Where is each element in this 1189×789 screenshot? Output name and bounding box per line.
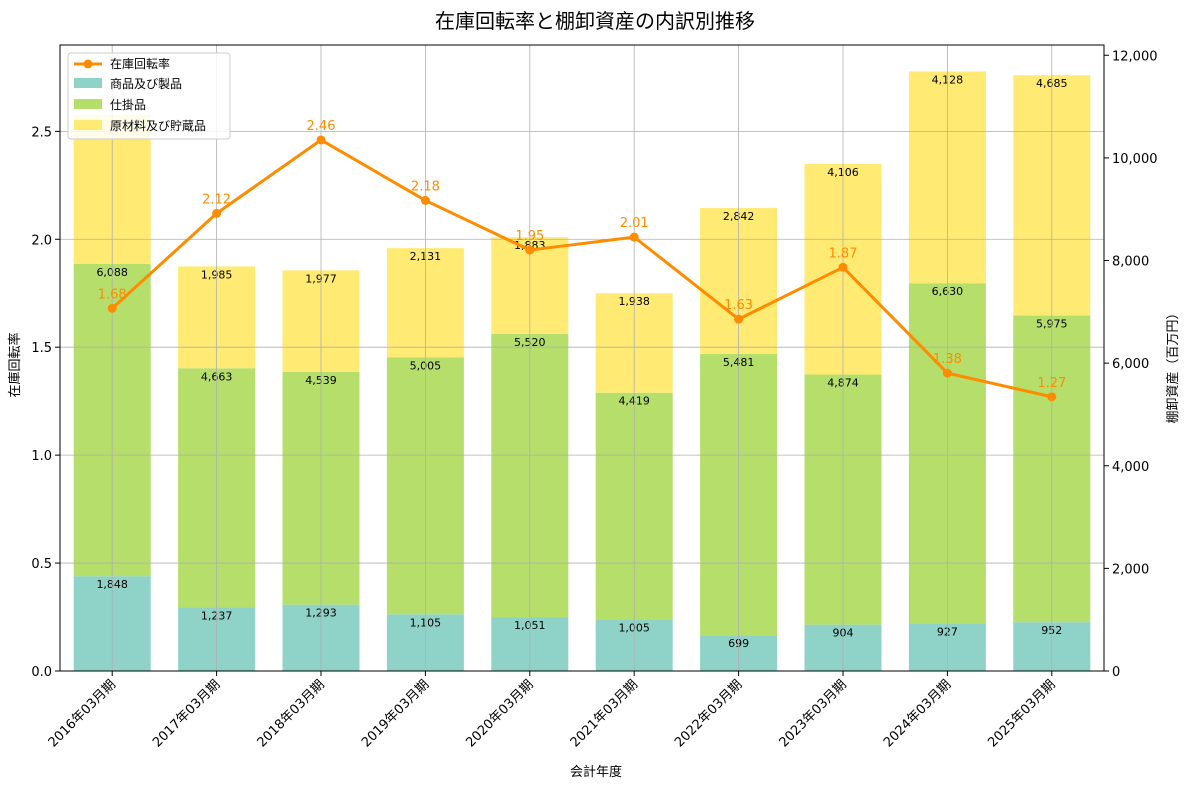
rate-point — [838, 262, 848, 272]
rate-value-label: 2.18 — [411, 179, 440, 194]
rate-value-label: 1.68 — [98, 287, 127, 302]
legend-swatch — [74, 78, 102, 88]
rate-value-label: 2.12 — [202, 192, 231, 207]
x-tick-label: 2024年03月期 — [881, 677, 954, 750]
y-right-tick-label: 2,000 — [1112, 562, 1149, 577]
x-tick-label: 2020年03月期 — [463, 677, 536, 750]
rate-value-label: 2.01 — [620, 216, 649, 231]
y-left-tick-label: 2.5 — [31, 125, 52, 140]
x-tick-label: 2019年03月期 — [359, 677, 432, 750]
chart-title: 在庫回転率と棚卸資産の内訳別推移 — [435, 9, 755, 33]
rate-point — [629, 232, 639, 242]
rate-point — [942, 368, 952, 378]
x-tick-label: 2023年03月期 — [777, 677, 850, 750]
y-left-tick-label: 1.0 — [31, 449, 52, 464]
y-axis-right-label: 棚卸資産（百万円） — [1165, 306, 1181, 423]
rate-point — [107, 303, 117, 313]
x-tick-label: 2017年03月期 — [150, 677, 223, 750]
y-right-tick-label: 12,000 — [1112, 49, 1158, 64]
x-tick-label: 2016年03月期 — [46, 677, 119, 750]
y-left-tick-label: 0.5 — [31, 557, 52, 572]
rate-value-label: 1.38 — [933, 352, 962, 367]
legend-line-marker — [83, 59, 93, 69]
rate-point — [212, 208, 222, 218]
legend-entry-label: 商品及び製品 — [110, 76, 182, 91]
legend-entry-label: 仕掛品 — [110, 97, 146, 112]
plot-area: 1,8486,0881,2374,6631,9851,2934,5391,977… — [31, 44, 1158, 751]
y-right-tick-label: 6,000 — [1112, 357, 1149, 372]
y-right-tick-label: 10,000 — [1112, 152, 1158, 167]
legend-swatch — [74, 120, 102, 130]
rate-point — [1047, 392, 1057, 402]
legend-entry-label: 原材料及び貯蔵品 — [110, 119, 206, 133]
rate-point — [316, 135, 326, 145]
y-axis-left-label: 在庫回転率 — [7, 332, 23, 397]
x-tick-label: 2021年03月期 — [568, 677, 641, 750]
y-left-tick-label: 1.5 — [31, 341, 52, 356]
rate-value-label: 1.63 — [724, 298, 753, 313]
y-left-tick-label: 0.0 — [31, 665, 52, 680]
rate-point — [734, 314, 744, 324]
rate-value-label: 1.27 — [1037, 376, 1066, 391]
legend-entry-label: 在庫回転率 — [110, 56, 170, 71]
y-left-tick-label: 2.0 — [31, 233, 52, 248]
rate-value-label: 1.87 — [829, 246, 858, 261]
rate-point — [525, 245, 535, 255]
y-right-tick-label: 0 — [1112, 665, 1120, 680]
x-axis-label: 会計年度 — [570, 764, 622, 780]
rate-value-label: 2.46 — [307, 119, 336, 134]
legend-swatch — [74, 99, 102, 109]
plot-frame — [59, 44, 1105, 672]
x-tick-label: 2018年03月期 — [255, 677, 328, 750]
legend-box — [67, 52, 231, 140]
rate-point — [420, 195, 430, 205]
x-tick-label: 2025年03月期 — [985, 677, 1058, 750]
y-right-tick-label: 8,000 — [1112, 255, 1149, 270]
y-right-tick-label: 4,000 — [1112, 460, 1149, 475]
rate-value-label: 1.95 — [515, 229, 544, 244]
x-tick-label: 2022年03月期 — [672, 677, 745, 750]
rate-line — [111, 138, 1053, 399]
